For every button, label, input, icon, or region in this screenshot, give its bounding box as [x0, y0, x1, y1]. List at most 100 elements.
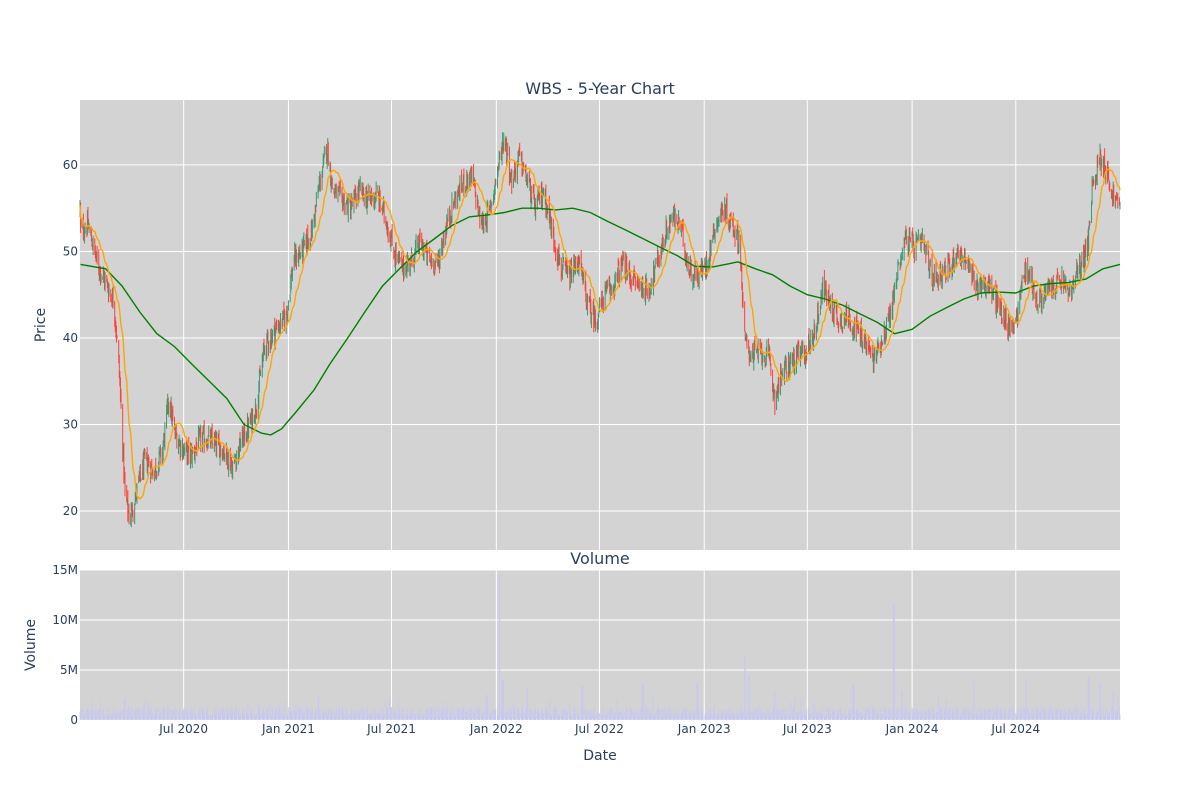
volume-bar [579, 715, 580, 720]
volume-bar [666, 713, 668, 720]
volume-bar [668, 708, 670, 720]
volume-bar [134, 710, 136, 720]
volume-bar [227, 709, 228, 720]
volume-bar [1033, 713, 1034, 720]
volume-bar [378, 712, 380, 720]
volume-bar [134, 709, 136, 720]
volume-bar [247, 711, 248, 720]
volume-bar [310, 709, 312, 720]
volume-bar [1092, 710, 1094, 720]
volume-bar [881, 714, 883, 720]
volume-bar [968, 712, 969, 720]
volume-bar [1008, 711, 1010, 720]
volume-bar [351, 714, 353, 720]
volume-bar [266, 708, 268, 720]
volume-bar [322, 712, 324, 720]
volume-bar [708, 708, 710, 720]
volume-bar [948, 710, 949, 720]
volume-bar [290, 710, 292, 720]
volume-bar [605, 710, 607, 720]
volume-bar [418, 714, 420, 720]
volume-bar [98, 709, 100, 720]
volume-bar [833, 710, 835, 720]
volume-bar [1096, 712, 1098, 720]
volume-bar [459, 708, 461, 720]
volume-bar [198, 712, 200, 720]
volume-bar [690, 714, 692, 720]
volume-bar [327, 713, 329, 720]
volume-bar [740, 707, 742, 720]
volume-bar [952, 707, 954, 720]
volume-bar [473, 711, 474, 720]
volume-bar [92, 709, 94, 720]
volume-bar [91, 700, 93, 720]
volume-bar [98, 708, 100, 720]
volume-bar [718, 712, 719, 720]
volume-bar [370, 715, 371, 720]
volume-bar [314, 713, 316, 720]
volume-bar [1029, 715, 1030, 720]
volume-bar [283, 714, 285, 720]
volume-bar [526, 708, 527, 720]
volume-bar [976, 713, 978, 720]
volume-tick-label: 0 [70, 713, 78, 727]
volume-bar [910, 710, 911, 720]
volume-bar [442, 701, 444, 720]
volume-bar [207, 710, 208, 720]
volume-bar [477, 704, 478, 720]
volume-bar [338, 707, 339, 720]
volume-bar [244, 708, 246, 720]
volume-bar [609, 709, 611, 720]
volume-bar [518, 709, 519, 720]
volume-bar [493, 708, 494, 720]
volume-bar [183, 707, 185, 720]
volume-bar [438, 715, 440, 720]
volume-bar [654, 712, 656, 720]
volume-bar [993, 709, 995, 720]
volume-bar [856, 709, 858, 720]
volume-bar [387, 713, 389, 720]
volume-bar [614, 712, 616, 720]
volume-bar [540, 708, 542, 720]
volume-bar [266, 709, 268, 720]
volume-bar [1017, 707, 1018, 720]
volume-bar [409, 714, 411, 720]
volume-bar [600, 713, 602, 720]
volume-bar [710, 713, 712, 720]
volume-bar [278, 708, 280, 720]
volume-bar [624, 711, 626, 720]
volume-bar [718, 708, 720, 720]
volume-bar [1071, 712, 1073, 720]
volume-bar [90, 713, 92, 720]
volume-bar [155, 708, 157, 720]
volume-bar [158, 707, 160, 720]
volume-bar [272, 708, 273, 720]
volume-bar [896, 711, 898, 720]
volume-bar [534, 711, 536, 720]
volume-bar [466, 711, 468, 720]
volume-bar [529, 707, 531, 720]
volume-bar [873, 708, 875, 720]
volume-bar [430, 707, 432, 720]
volume-bar [489, 713, 490, 720]
volume-bar [450, 711, 452, 720]
volume-bar [676, 711, 678, 720]
volume-bar [1112, 690, 1114, 720]
volume-bar [481, 711, 483, 720]
volume-bar [202, 709, 203, 720]
volume-bar [289, 707, 291, 720]
volume-bar [722, 709, 724, 720]
volume-bar [163, 709, 165, 720]
volume-bar [538, 711, 540, 720]
volume-bar [857, 710, 859, 720]
volume-bar [159, 712, 161, 720]
volume-bar [965, 709, 967, 720]
volume-bar [383, 713, 385, 720]
volume-bar [849, 710, 850, 720]
volume-bar [831, 711, 833, 720]
volume-bar [559, 714, 560, 720]
volume-bar [620, 710, 622, 720]
volume-bar [271, 707, 273, 720]
volume-bar [824, 715, 825, 720]
volume-bar [390, 707, 392, 720]
